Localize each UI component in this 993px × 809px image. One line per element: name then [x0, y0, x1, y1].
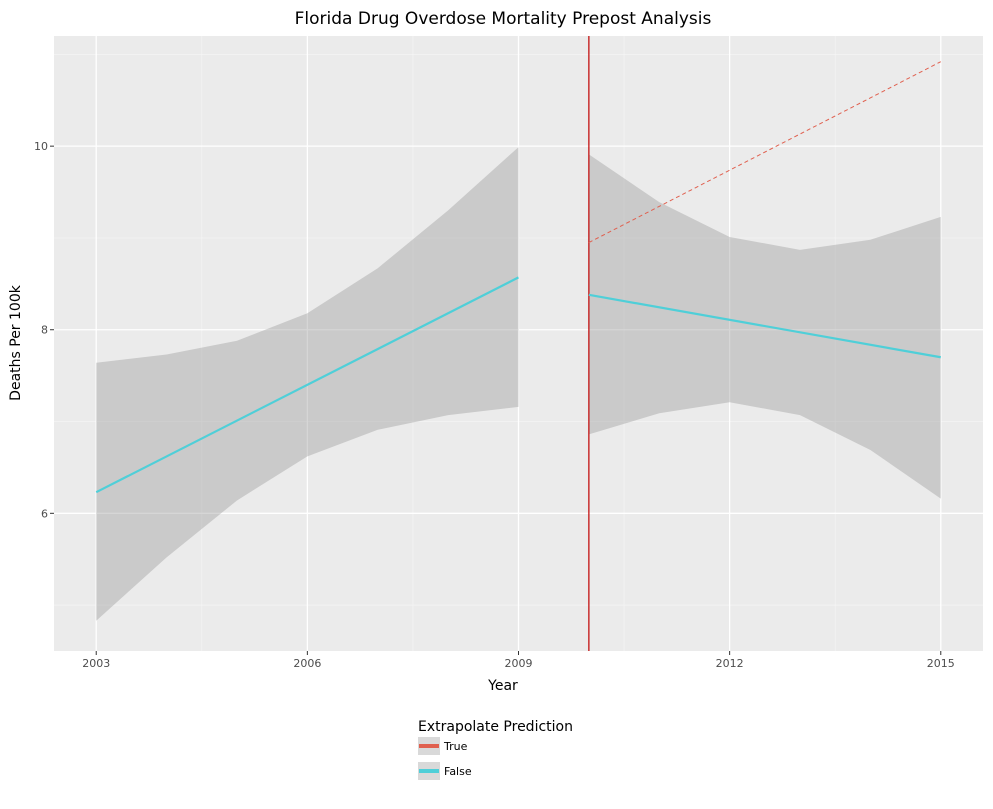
y-tick-label: 6	[41, 507, 48, 520]
series-lines	[95, 36, 942, 651]
legend: Extrapolate Prediction True False	[418, 719, 573, 780]
x-tick-label: 2009	[505, 657, 533, 670]
x-tick-label: 2006	[293, 657, 321, 670]
x-tick-label: 2003	[82, 657, 110, 670]
legend-entry-false: False	[418, 762, 472, 780]
legend-label-true: True	[443, 740, 468, 753]
legend-title: Extrapolate Prediction	[418, 719, 573, 735]
y-axis-label: Deaths Per 100k	[8, 284, 24, 401]
chart-title: Florida Drug Overdose Mortality Prepost …	[295, 9, 712, 29]
x-tick-label: 2015	[927, 657, 955, 670]
y-tick-label: 10	[34, 140, 48, 153]
y-tick-label: 8	[41, 324, 48, 337]
legend-entry-true: True	[418, 737, 468, 755]
x-axis-label: Year	[487, 678, 518, 694]
legend-label-false: False	[444, 765, 472, 778]
series-line-extrapolated	[588, 61, 942, 243]
grid-lines	[54, 36, 983, 651]
axis-ticks: 2003 2006 2009 2012 2015 6 8 10	[34, 140, 955, 670]
series-line-post	[588, 293, 941, 359]
series-line-pre	[95, 276, 519, 494]
x-tick-label: 2012	[716, 657, 744, 670]
